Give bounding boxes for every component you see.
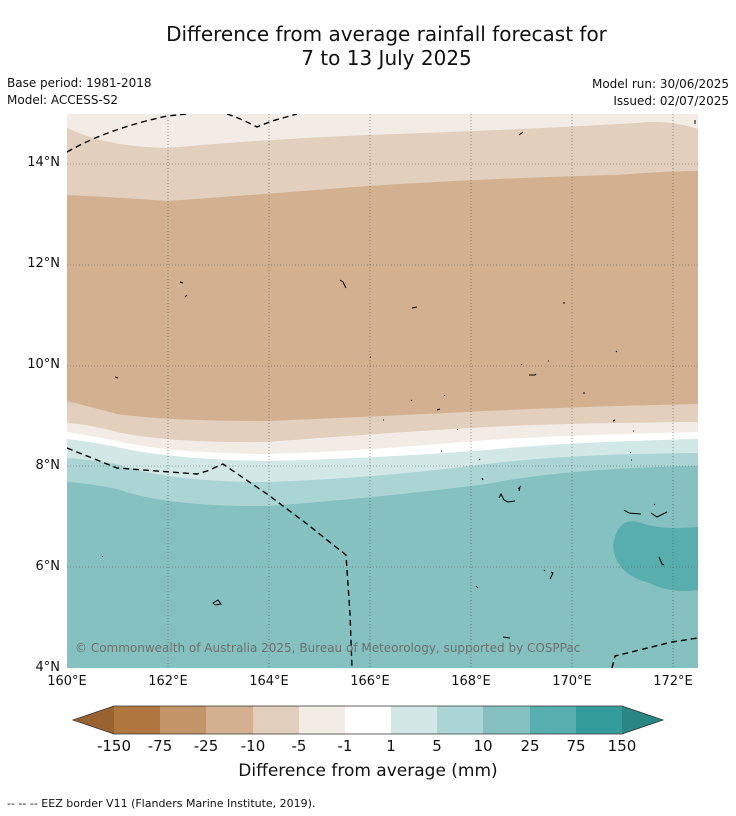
- lon-label-168e: 168°E: [451, 674, 491, 689]
- colorbar-segment-6: [345, 706, 391, 734]
- island-outlines: [101, 120, 696, 639]
- colorbar-tick: -25: [193, 737, 219, 755]
- gridlines: [67, 114, 698, 668]
- colorbar-tick: 5: [432, 737, 442, 755]
- colorbar-segment-10: [530, 706, 576, 734]
- lat-label-4n: 4°N: [35, 660, 61, 675]
- colorbar-tick: -150: [96, 737, 132, 755]
- rainfall-contours: [67, 114, 698, 668]
- colorbar-tick: 10: [473, 737, 493, 755]
- lon-label-166e: 166°E: [350, 674, 390, 689]
- eez-border-lines: [67, 114, 698, 668]
- colorbar-tick: 150: [607, 737, 637, 755]
- map-title-line-1: Difference from average rainfall forecas…: [166, 22, 607, 46]
- colorbar-tick: 25: [520, 737, 540, 755]
- colorbar-tick: -5: [291, 737, 307, 755]
- model-name: Model: ACCESS-S2: [7, 93, 119, 107]
- lat-label-10n: 10°N: [27, 357, 60, 372]
- eez-legend-footnote: -- -- -- EEZ border V11 (Flanders Marine…: [7, 797, 316, 810]
- lon-label-160e: 160°E: [47, 674, 87, 689]
- colorbar-arrow-low: [73, 706, 114, 734]
- lat-label-12n: 12°N: [27, 256, 60, 271]
- lon-label-162e: 162°E: [148, 674, 188, 689]
- colorbar-segment-7: [391, 706, 437, 734]
- lat-label-8n: 8°N: [35, 458, 61, 473]
- map-title-line-2: 7 to 13 July 2025: [301, 46, 472, 70]
- rainfall-map: © Commonwealth of Australia 2025, Bureau…: [67, 114, 698, 668]
- lon-label-164e: 164°E: [249, 674, 289, 689]
- colorbar-tick: 1: [386, 737, 396, 755]
- lat-label-6n: 6°N: [35, 559, 61, 574]
- colorbar-segment-1: [114, 706, 160, 734]
- colorbar-segment-2: [160, 706, 206, 734]
- colorbar-segment-8: [437, 706, 483, 734]
- issued-date: Issued: 02/07/2025: [613, 94, 729, 108]
- band-25-75-patch: [613, 521, 698, 592]
- copyright-notice: © Commonwealth of Australia 2025, Bureau…: [75, 641, 581, 655]
- colorbar-segment-4: [253, 706, 299, 734]
- colorbar: [71, 705, 665, 735]
- band-minus25-minus10: [67, 171, 698, 421]
- base-period: Base period: 1981-2018: [7, 76, 152, 90]
- colorbar-title: Difference from average (mm): [238, 761, 498, 781]
- colorbar-tick: -10: [240, 737, 266, 755]
- lon-label-172e: 172°E: [653, 674, 693, 689]
- colorbar-segment-9: [483, 706, 530, 734]
- colorbar-arrow-high: [622, 706, 663, 734]
- colorbar-segment-11: [576, 706, 622, 734]
- colorbar-tick: -75: [147, 737, 173, 755]
- lat-label-14n: 14°N: [27, 155, 60, 170]
- colorbar-tick: 75: [566, 737, 586, 755]
- colorbar-tick: -1: [337, 737, 353, 755]
- lon-label-170e: 170°E: [552, 674, 592, 689]
- colorbar-segment-5: [299, 706, 345, 734]
- model-run-date: Model run: 30/06/2025: [591, 77, 729, 91]
- colorbar-segment-3: [206, 706, 253, 734]
- band-top-minus5-minus1: [67, 114, 698, 148]
